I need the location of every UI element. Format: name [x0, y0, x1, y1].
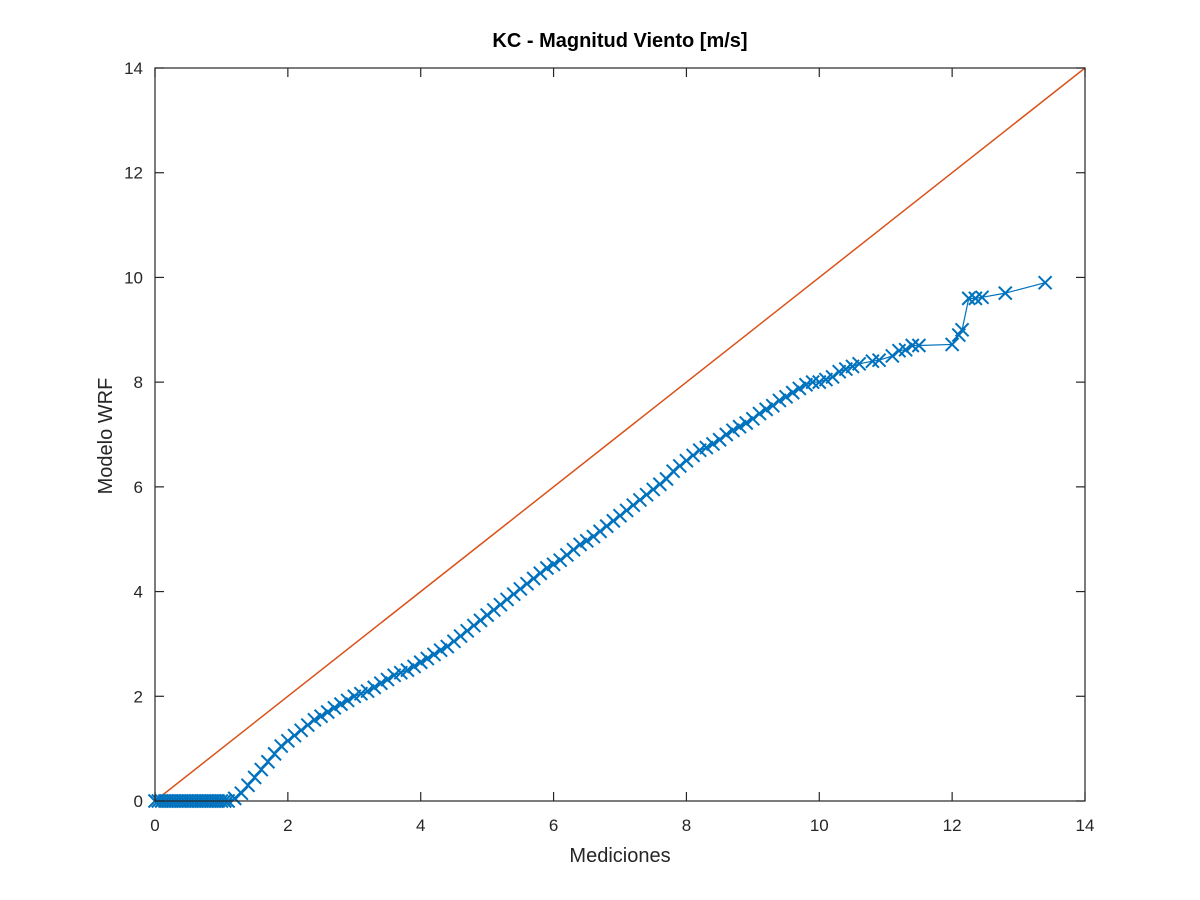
x-tick-label: 6: [549, 816, 558, 835]
data-point: [898, 342, 913, 357]
x-tick-label: 10: [810, 816, 829, 835]
series-markers: [147, 275, 1053, 809]
data-point: [998, 285, 1013, 301]
y-tick-label: 2: [134, 687, 143, 706]
data-point: [699, 440, 714, 455]
data-point: [539, 560, 555, 576]
data-point: [725, 423, 741, 438]
reference-line: [154, 67, 1086, 802]
data-point: [772, 393, 787, 408]
data-point: [785, 385, 800, 400]
data-point: [367, 680, 382, 695]
x-tick-label: 14: [1076, 816, 1095, 835]
data-point: [778, 389, 794, 405]
data-point: [911, 338, 927, 353]
data-point: [705, 436, 721, 452]
data-point: [758, 402, 774, 417]
data-point: [954, 322, 970, 337]
axis-ticks: 0 2 4 6 8 10 12 14 0 2 4 6 8 10 12 14: [124, 59, 1094, 835]
y-tick-label: 6: [134, 478, 143, 497]
data-point: [420, 651, 435, 666]
chart-title: KC - Magnitud Viento [m/s]: [492, 30, 747, 52]
data-point: [905, 338, 920, 353]
data-point: [579, 533, 594, 548]
data-point: [426, 647, 442, 662]
data-point: [546, 557, 561, 572]
x-tick-label: 8: [682, 816, 691, 835]
x-tick-label: 0: [150, 816, 159, 835]
data-point: [333, 696, 349, 712]
axes-box: [154, 67, 1086, 802]
data-point: [961, 291, 976, 306]
data-point: [944, 337, 960, 352]
data-point: [752, 406, 767, 421]
y-axis-label: Modelo WRF: [95, 378, 117, 495]
data-point: [572, 537, 588, 552]
x-tick-label: 12: [943, 816, 962, 835]
data-point: [400, 662, 415, 678]
y-tick-label: 8: [134, 373, 143, 392]
data-point: [373, 675, 389, 691]
y-tick-label: 14: [124, 59, 143, 78]
data-point: [307, 712, 322, 728]
x-axis-label: Mediciones: [569, 845, 670, 867]
data-point: [805, 374, 820, 390]
data-point: [360, 683, 375, 699]
data-point: [739, 415, 754, 431]
plot-area: [147, 67, 1086, 809]
y-tick-label: 12: [124, 164, 143, 183]
data-point: [851, 356, 867, 372]
data-point: [340, 693, 355, 708]
data-point: [313, 708, 329, 724]
x-tick-label: 2: [283, 816, 292, 835]
data-point: [413, 655, 428, 670]
data-point: [974, 290, 990, 305]
data-point: [1037, 275, 1053, 290]
data-point: [433, 643, 448, 658]
data-point: [406, 659, 422, 674]
y-tick-label: 0: [134, 792, 143, 811]
y-tick-label: 4: [134, 583, 143, 602]
x-tick-label: 4: [416, 816, 425, 835]
data-point: [719, 427, 734, 442]
data-point: [380, 672, 395, 687]
y-tick-label: 10: [124, 268, 143, 287]
data-point: [327, 700, 342, 716]
data-point: [871, 352, 887, 368]
data-point: [320, 704, 335, 720]
data-point: [732, 419, 747, 434]
data-point: [792, 381, 807, 396]
